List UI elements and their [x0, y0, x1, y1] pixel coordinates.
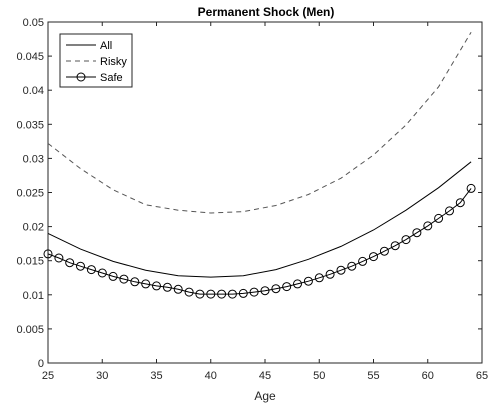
- x-tick-label: 45: [259, 370, 271, 382]
- legend-label-all: All: [100, 40, 112, 52]
- y-tick-label: 0.035: [16, 119, 44, 131]
- data-point-safe: [162, 282, 172, 292]
- data-point-safe: [293, 279, 302, 289]
- x-axis: 25 30 35 40 45 50 55 60 65: [42, 22, 488, 382]
- legend-label-safe: Safe: [100, 72, 123, 84]
- data-point-safe: [130, 277, 140, 287]
- data-point-safe: [86, 265, 96, 275]
- data-point-safe: [314, 273, 324, 283]
- data-point-safe: [423, 221, 433, 231]
- y-tick-label: 0.04: [23, 85, 44, 97]
- data-point-safe: [184, 287, 194, 297]
- series-line-all: [47, 161, 472, 278]
- data-point-safe: [195, 289, 205, 299]
- data-point-safe: [369, 252, 378, 262]
- data-point-safe: [466, 183, 476, 193]
- data-point-safe: [54, 253, 64, 263]
- series-lines: [43, 31, 476, 299]
- series-line-safe: [47, 188, 472, 295]
- chart-title: Permanent Shock (Men): [198, 5, 335, 19]
- data-point-safe: [390, 241, 400, 251]
- series-line-risky: [47, 31, 472, 214]
- data-point-safe: [445, 206, 454, 216]
- x-tick-label: 50: [313, 370, 325, 382]
- y-axis: 0 0.005 0.01 0.015 0.02 0.025 0.03 0.035 0.04 0.0…: [16, 17, 482, 370]
- legend: All Risky Safe: [59, 33, 133, 88]
- y-tick-label: 0.01: [23, 290, 44, 302]
- data-point-safe: [97, 268, 107, 278]
- y-tick-label: 0.045: [16, 51, 44, 63]
- x-tick-label: 65: [476, 370, 488, 382]
- y-tick-label: 0.05: [23, 17, 44, 29]
- data-point-safe: [76, 261, 85, 271]
- data-point-safe: [43, 249, 53, 259]
- data-point-safe: [227, 289, 237, 299]
- data-point-safe: [119, 274, 129, 284]
- data-point-safe: [401, 235, 411, 245]
- data-point-safe: [108, 271, 118, 281]
- y-tick-label: 0.015: [16, 256, 44, 268]
- y-tick-label: 0.025: [16, 188, 44, 200]
- x-tick-label: 55: [367, 370, 379, 382]
- data-point-safe: [379, 246, 389, 256]
- data-point-safe: [325, 269, 335, 279]
- data-point-safe: [303, 276, 313, 286]
- data-point-safe: [206, 289, 216, 299]
- data-point-safe: [238, 288, 248, 298]
- legend-swatch-safe-marker: [76, 72, 86, 82]
- y-tick-label: 0.03: [23, 153, 44, 165]
- data-point-safe: [434, 213, 444, 223]
- x-tick-label: 35: [150, 370, 162, 382]
- x-tick-label: 25: [42, 370, 54, 382]
- data-point-safe: [260, 286, 270, 296]
- x-axis-label: Age: [254, 389, 276, 403]
- x-tick-label: 40: [205, 370, 217, 382]
- data-point-safe: [249, 287, 259, 297]
- data-point-safe: [271, 284, 281, 294]
- data-point-safe: [358, 256, 368, 266]
- data-point-safe: [455, 198, 465, 208]
- data-point-safe: [217, 289, 227, 299]
- data-point-safe: [412, 228, 422, 238]
- y-tick-label: 0.005: [16, 324, 44, 336]
- data-point-safe: [173, 284, 183, 294]
- data-point-safe: [152, 281, 161, 291]
- x-tick-label: 30: [96, 370, 108, 382]
- data-point-safe: [65, 258, 75, 268]
- data-point-safe: [282, 282, 292, 292]
- legend-label-risky: Risky: [100, 56, 127, 68]
- data-point-safe: [141, 279, 151, 289]
- y-tick-label: 0: [38, 358, 44, 370]
- data-point-safe: [347, 261, 357, 271]
- data-point-safe: [336, 265, 346, 275]
- x-tick-label: 60: [422, 370, 434, 382]
- y-tick-label: 0.02: [23, 222, 44, 234]
